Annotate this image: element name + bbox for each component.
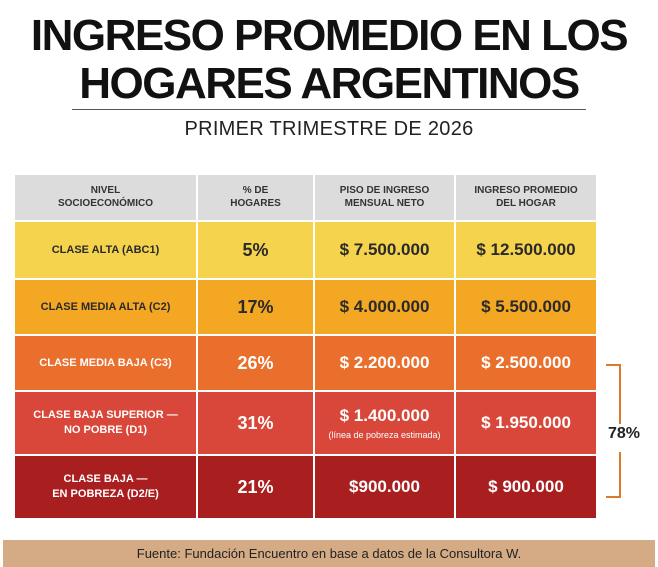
bracket-bottom (606, 452, 621, 498)
row-label-line-1: CLASE BAJA SUPERIOR — (33, 409, 178, 422)
row-floor: $ 1.400.000 (339, 406, 430, 425)
header-floor-line-2: MENSUAL NETO (344, 197, 425, 209)
table-row: CLASE BAJA — EN POBREZA (D2/E) 21% $900.… (15, 456, 596, 518)
table-row: CLASE MEDIA BAJA (C3) 26% $ 2.200.000 $ … (15, 336, 596, 390)
row-floor-cell: $900.000 (315, 456, 456, 518)
row-average-cell: $ 2.500.000 (456, 336, 596, 390)
row-label-line-1: CLASE BAJA — (63, 473, 148, 486)
row-floor: $ 4.000.000 (339, 297, 430, 316)
row-label: CLASE MEDIA ALTA (C2) (15, 280, 198, 334)
row-label-line: CLASE MEDIA ALTA (C2) (40, 300, 171, 313)
row-floor-cell: $ 1.400.000 (línea de pobreza estimada) (315, 392, 456, 454)
row-percent-cell: 26% (198, 336, 315, 390)
row-percent: 26% (237, 352, 274, 373)
header-level-line-2: SOCIOECONÓMICO (57, 197, 153, 209)
row-floor: $ 2.200.000 (339, 353, 430, 372)
table-row: CLASE BAJA SUPERIOR — NO POBRE (D1) 31% … (15, 392, 596, 454)
row-label-line-2: EN POBREZA (D2/E) (52, 488, 159, 500)
source-text: Fuente: Fundación Encuentro en base a da… (136, 546, 522, 561)
row-floor-cell: $ 7.500.000 (315, 222, 456, 278)
row-average: $ 5.500.000 (481, 297, 571, 316)
header-floor-line-1: PISO DE INGRESO (339, 185, 430, 196)
row-label: CLASE MEDIA BAJA (C3) (15, 336, 198, 390)
header-level-line-1: NIVEL (90, 185, 121, 196)
header-percent: % DE HOGARES (198, 175, 315, 220)
row-percent-cell: 21% (198, 456, 315, 518)
row-percent: 5% (242, 239, 269, 260)
income-table: NIVEL SOCIOECONÓMICO % DE HOGARES PISO D… (14, 174, 596, 518)
row-average-cell: $ 12.500.000 (456, 222, 596, 278)
bracket-label: 78% (607, 425, 641, 442)
row-percent: 31% (237, 412, 274, 433)
row-floor-cell: $ 2.200.000 (315, 336, 456, 390)
row-percent-cell: 17% (198, 280, 315, 334)
row-label-line: CLASE ALTA (ABC1) (51, 243, 160, 256)
header-level: NIVEL SOCIOECONÓMICO (15, 175, 198, 220)
row-average-cell: $ 900.000 (456, 456, 596, 518)
row-floor: $900.000 (349, 477, 420, 496)
row-floor-cell: $ 4.000.000 (315, 280, 456, 334)
row-percent-cell: 5% (198, 222, 315, 278)
page-subtitle: PRIMER TRIMESTRE DE 2026 (184, 118, 474, 140)
row-percent-cell: 31% (198, 392, 315, 454)
table-row: CLASE ALTA (ABC1) 5% $ 7.500.000 $ 12.50… (15, 222, 596, 278)
row-label-line: CLASE MEDIA BAJA (C3) (39, 356, 172, 369)
row-percent: 17% (237, 296, 274, 317)
header-average-line-2: DEL HOGAR (496, 197, 556, 209)
row-average-cell: $ 1.950.000 (456, 392, 596, 454)
row-average: $ 2.500.000 (481, 353, 571, 372)
row-average-cell: $ 5.500.000 (456, 280, 596, 334)
page-title-line-2: HOGARES ARGENTINOS (79, 59, 580, 108)
row-label: CLASE BAJA SUPERIOR — NO POBRE (D1) (15, 392, 198, 454)
header-average-line-1: INGRESO PROMEDIO (474, 185, 578, 196)
source-footer: Fuente: Fundación Encuentro en base a da… (3, 540, 655, 567)
header-floor: PISO DE INGRESO MENSUAL NETO (315, 175, 456, 220)
row-percent: 21% (237, 476, 274, 497)
row-label-line-2: NO POBRE (D1) (63, 424, 148, 436)
header-percent-line-1: % DE (242, 185, 269, 196)
header-percent-line-2: HOGARES (230, 197, 281, 209)
bracket-top (606, 364, 621, 424)
table-header-row: NIVEL SOCIOECONÓMICO % DE HOGARES PISO D… (15, 175, 596, 220)
row-label: CLASE BAJA — EN POBREZA (D2/E) (15, 456, 198, 518)
title-divider (72, 109, 586, 110)
row-floor: $ 7.500.000 (339, 240, 430, 259)
row-floor-note: (línea de pobreza estimada) (328, 430, 441, 440)
page-title-line-1: INGRESO PROMEDIO EN LOS (30, 11, 629, 60)
row-average: $ 1.950.000 (481, 413, 571, 432)
row-average: $ 900.000 (488, 477, 564, 496)
row-label: CLASE ALTA (ABC1) (15, 222, 198, 278)
table-row: CLASE MEDIA ALTA (C2) 17% $ 4.000.000 $ … (15, 280, 596, 334)
header-average: INGRESO PROMEDIO DEL HOGAR (456, 175, 596, 220)
row-average: $ 12.500.000 (476, 240, 576, 259)
